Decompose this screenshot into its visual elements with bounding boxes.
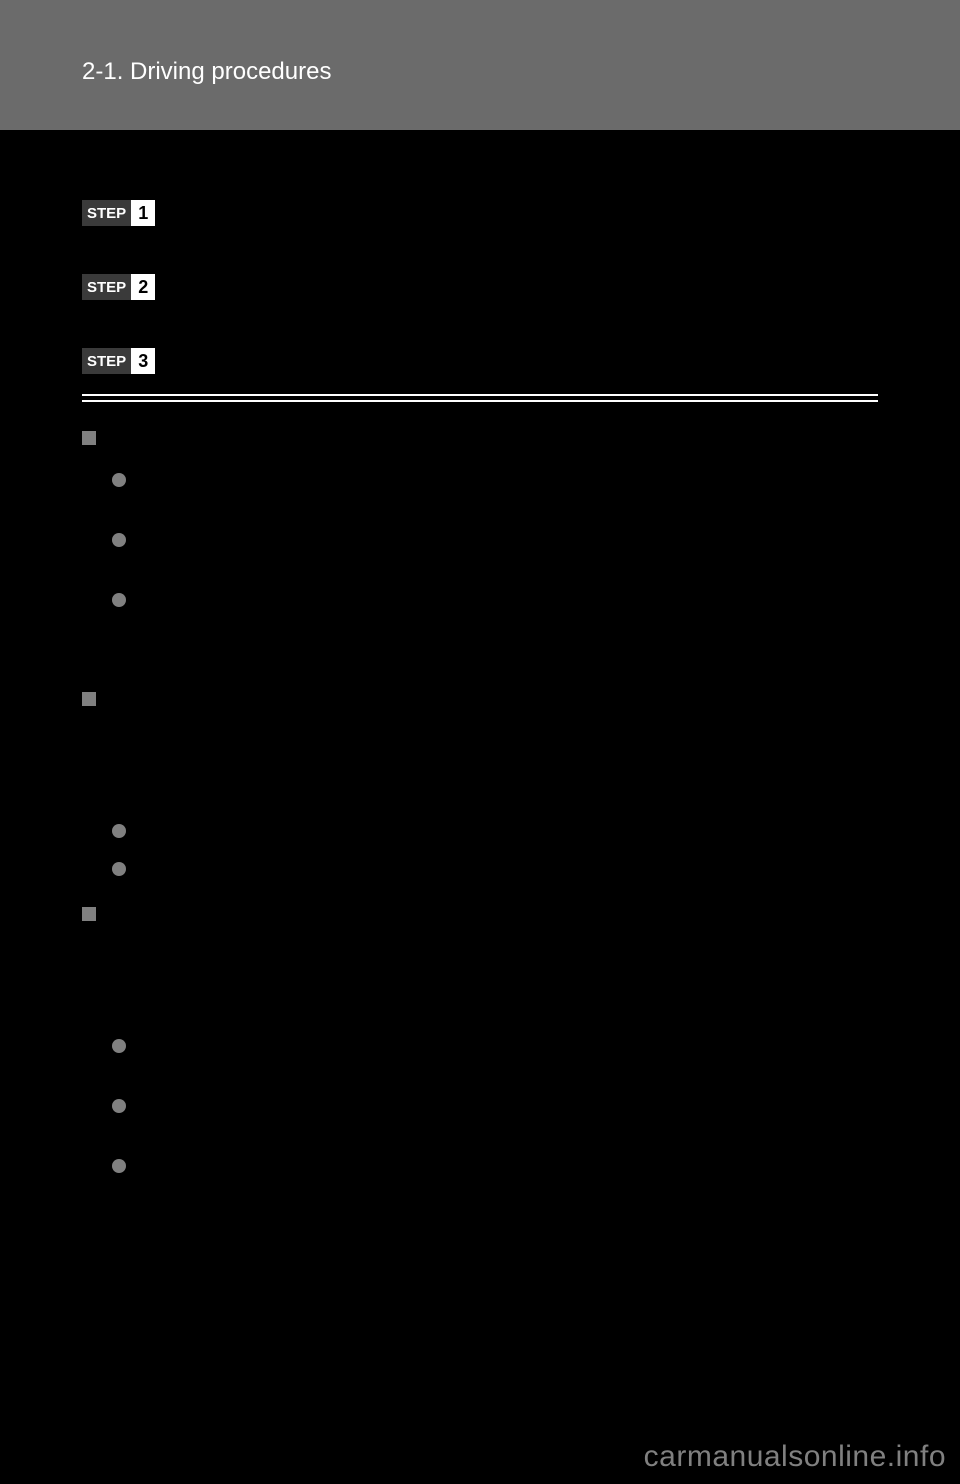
step-label: STEP [82,274,131,300]
circle-bullet-icon [112,1039,126,1053]
page-content: STEP1STEP2STEP3 [0,200,960,1173]
section-divider [82,394,878,402]
bullet-row [82,1159,878,1173]
circle-bullet-icon [112,1159,126,1173]
step-label: STEP [82,200,131,226]
square-bullet-icon [82,431,96,445]
bullet-row [82,824,878,838]
step-label: STEP [82,348,131,374]
step-row: STEP2 [82,274,878,300]
step-number: 3 [131,348,155,374]
circle-bullet-icon [112,1099,126,1113]
step-number: 2 [131,274,155,300]
square-bullet-icon [82,692,96,706]
step-row: STEP3 [82,348,878,374]
circle-bullet-icon [112,473,126,487]
step-badge: STEP1 [82,200,155,226]
circle-bullet-icon [112,593,126,607]
watermark: carmanualsonline.info [644,1440,946,1474]
page-header: 2-1. Driving procedures [0,0,960,130]
section-heading-row [82,428,878,445]
square-bullet-icon [82,907,96,921]
bullet-row [82,1099,878,1113]
section-title: 2-1. Driving procedures [82,58,960,86]
circle-bullet-icon [112,533,126,547]
circle-bullet-icon [112,824,126,838]
step-badge: STEP3 [82,348,155,374]
section-heading-row [82,904,878,921]
step-row: STEP1 [82,200,878,226]
bullet-row [82,862,878,876]
step-number: 1 [131,200,155,226]
section-heading-row [82,689,878,706]
circle-bullet-icon [112,862,126,876]
bullet-row [82,593,878,607]
bullet-row [82,473,878,487]
bullet-row [82,533,878,547]
bullet-row [82,1039,878,1053]
step-badge: STEP2 [82,274,155,300]
